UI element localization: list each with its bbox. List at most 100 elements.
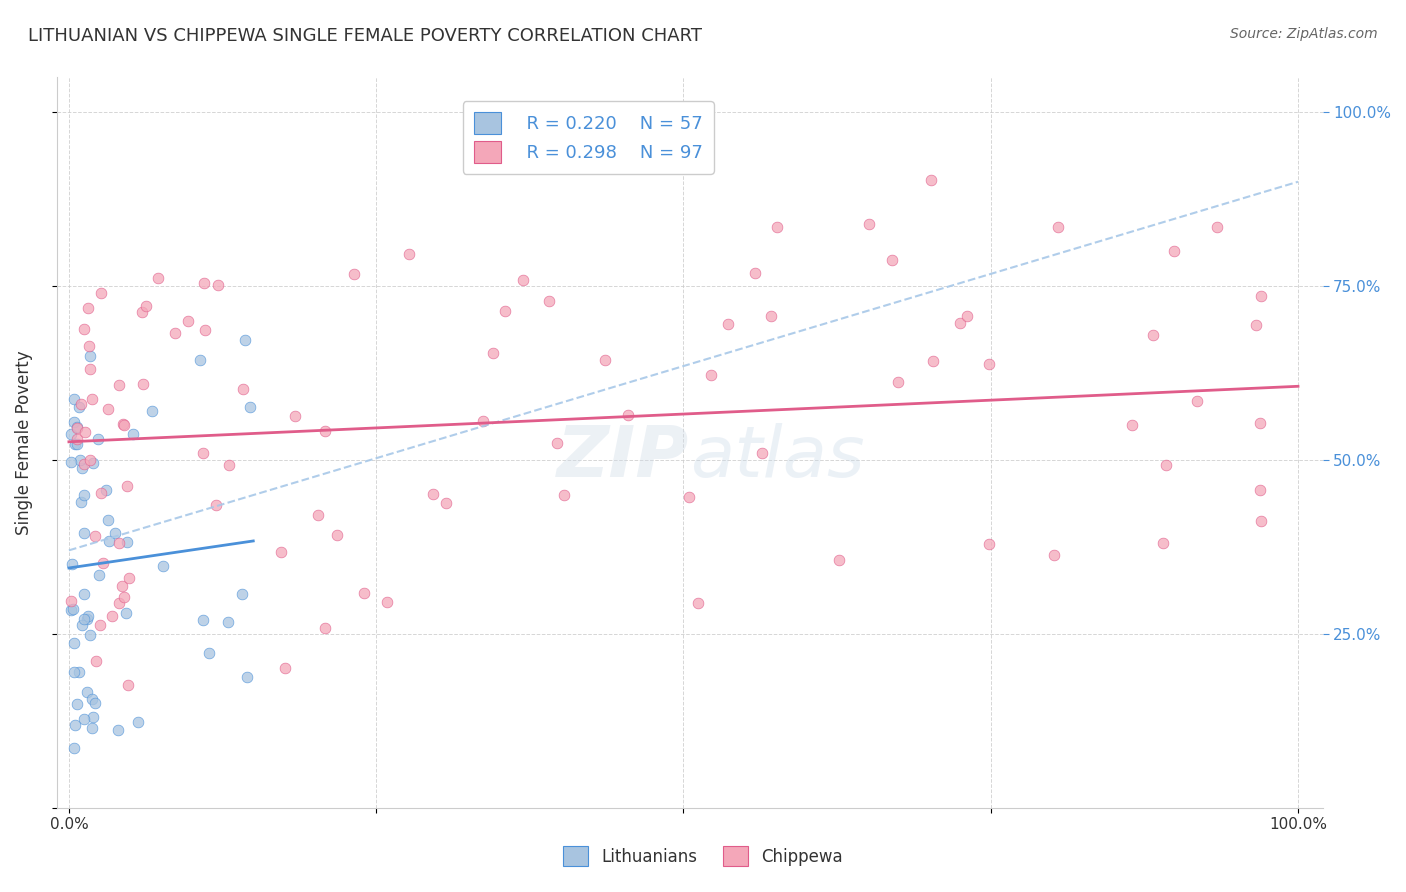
Point [274,661,297,675]
Point [353,586,375,600]
Point [678,490,700,504]
Point [434,495,457,509]
Point [207,278,229,293]
Point [111,417,134,431]
Point [882,253,904,268]
Point [90,286,112,301]
Point [63,437,86,451]
Point [87,432,110,446]
Point [69,495,91,509]
Point [699,368,721,383]
Point [1205,220,1227,235]
Point [152,558,174,573]
Point [80,392,103,406]
Point [101,609,124,624]
Point [91,556,114,570]
Point [270,545,292,559]
Point [218,458,240,473]
Point [686,597,709,611]
Point [194,323,217,337]
Point [111,578,134,592]
Point [63,665,86,679]
Point [1249,483,1271,497]
Point [193,276,215,290]
Point [284,409,307,424]
Point [132,377,155,392]
Point [72,461,94,475]
Point [73,612,96,626]
Point [141,404,163,418]
Point [537,293,560,308]
Legend:   R = 0.220    N = 57,   R = 0.298    N = 97: R = 0.220 N = 57, R = 0.298 N = 97 [463,101,714,174]
Point [76,685,98,699]
Point [60,603,83,617]
Point [66,437,89,451]
Point [920,173,942,187]
Point [744,266,766,280]
Point [107,596,129,610]
Text: atlas: atlas [689,423,865,491]
Point [117,678,139,692]
Point [759,309,782,323]
Point [62,636,84,650]
Point [1152,536,1174,550]
Point [97,402,120,417]
Point [66,697,89,711]
Point [115,606,138,620]
Point [82,456,104,470]
Point [84,529,107,543]
Point [1250,289,1272,303]
Point [115,534,138,549]
Point [79,361,101,376]
Point [191,613,214,627]
Point [89,568,111,582]
Point [233,333,256,347]
Point [717,317,740,331]
Point [422,486,444,500]
Point [73,457,96,471]
Point [67,665,90,679]
Point [553,488,575,502]
Point [77,609,100,624]
Point [1142,328,1164,343]
Point [307,508,329,523]
Point [343,267,366,281]
Point [63,741,86,756]
Point [79,453,101,467]
Point [108,536,131,550]
Point [232,383,254,397]
Point [73,488,96,502]
Point [75,425,97,439]
Point [73,526,96,541]
Point [60,557,83,571]
Point [112,590,135,604]
Point [82,721,104,735]
Point [115,479,138,493]
Point [66,432,89,446]
Point [69,453,91,467]
Point [239,401,262,415]
Point [122,427,145,442]
Point [887,376,910,390]
Text: Source: ZipAtlas.com: Source: ZipAtlas.com [1230,27,1378,41]
Point [118,571,141,585]
Point [66,421,89,435]
Point [62,602,84,616]
Point [59,426,82,441]
Point [73,712,96,726]
Point [66,419,89,434]
Point [205,498,228,512]
Point [197,646,219,660]
Point [1043,548,1066,562]
Point [616,408,638,422]
Point [751,446,773,460]
Point [512,273,534,287]
Point [595,352,617,367]
Text: ZIP: ZIP [557,423,689,491]
Point [63,392,86,406]
Point [472,414,495,428]
Point [314,424,336,438]
Point [60,455,83,469]
Point [89,618,111,632]
Point [107,378,129,392]
